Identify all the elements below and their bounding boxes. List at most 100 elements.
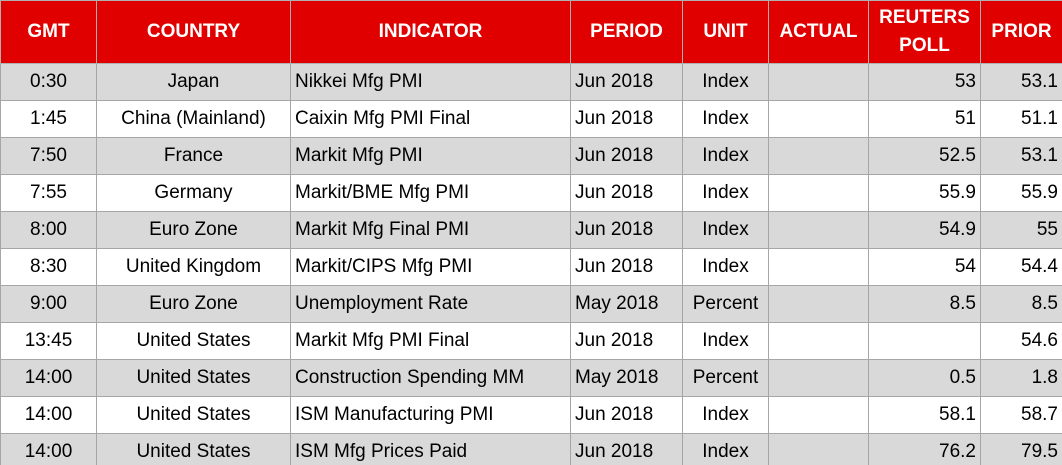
indicator-cell: ISM Manufacturing PMI	[290, 396, 571, 434]
table-row: 1:45 China (Mainland) Caixin Mfg PMI Final…	[0, 100, 1062, 138]
unit-cell: Index	[682, 174, 769, 212]
indicator-cell: Caixin Mfg PMI Final	[290, 100, 571, 138]
gmt-cell: 14:00	[0, 359, 97, 397]
period-cell: May 2018	[570, 285, 683, 323]
period-cell: Jun 2018	[570, 174, 683, 212]
poll-cell: 0.5	[868, 359, 981, 397]
country-cell: Euro Zone	[96, 211, 291, 249]
poll-cell: 55.9	[868, 174, 981, 212]
period-cell: Jun 2018	[570, 248, 683, 286]
unit-cell: Index	[682, 137, 769, 175]
table-row: 8:00 Euro Zone Markit Mfg Final PMI Jun 201…	[0, 211, 1062, 249]
period-cell: May 2018	[570, 359, 683, 397]
unit-cell: Index	[682, 211, 769, 249]
period-cell: Jun 2018	[570, 433, 683, 465]
column-header: UNIT	[682, 0, 769, 64]
actual-cell	[768, 433, 869, 465]
table-row: 7:50 France Markit Mfg PMI Jun 2018 Index 52.…	[0, 137, 1062, 175]
table-row: 8:30 United Kingdom Markit/CIPS Mfg PMI Jun…	[0, 248, 1062, 286]
actual-cell	[768, 396, 869, 434]
indicator-cell: Markit/CIPS Mfg PMI	[290, 248, 571, 286]
gmt-cell: 1:45	[0, 100, 97, 138]
actual-cell	[768, 63, 869, 101]
table-row: 0:30 Japan Nikkei Mfg PMI Jun 2018 Index 53 53…	[0, 63, 1062, 101]
unit-cell: Index	[682, 396, 769, 434]
country-cell: Euro Zone	[96, 285, 291, 323]
column-header: REUTERS POLL	[868, 0, 981, 64]
table-row: 14:00 United States ISM Manufacturing PMI J…	[0, 396, 1062, 434]
country-cell: United States	[96, 322, 291, 360]
prior-cell: 1.8	[980, 359, 1062, 397]
unit-cell: Index	[682, 100, 769, 138]
poll-cell: 54.9	[868, 211, 981, 249]
poll-cell: 58.1	[868, 396, 981, 434]
indicator-cell: Markit/BME Mfg PMI	[290, 174, 571, 212]
country-cell: Japan	[96, 63, 291, 101]
actual-cell	[768, 285, 869, 323]
prior-cell: 8.5	[980, 285, 1062, 323]
period-cell: Jun 2018	[570, 211, 683, 249]
gmt-cell: 14:00	[0, 433, 97, 465]
indicator-cell: Markit Mfg Final PMI	[290, 211, 571, 249]
actual-cell	[768, 100, 869, 138]
indicator-cell: ISM Mfg Prices Paid	[290, 433, 571, 465]
country-cell: United Kingdom	[96, 248, 291, 286]
unit-cell: Percent	[682, 359, 769, 397]
gmt-cell: 13:45	[0, 322, 97, 360]
table-row: 9:00 Euro Zone Unemployment Rate May 2018 Pe…	[0, 285, 1062, 323]
prior-cell: 51.1	[980, 100, 1062, 138]
poll-cell: 54	[868, 248, 981, 286]
gmt-cell: 0:30	[0, 63, 97, 101]
table-row: 7:55 Germany Markit/BME Mfg PMI Jun 2018 Ind…	[0, 174, 1062, 212]
poll-cell	[868, 322, 981, 360]
gmt-cell: 9:00	[0, 285, 97, 323]
prior-cell: 53.1	[980, 137, 1062, 175]
period-cell: Jun 2018	[570, 137, 683, 175]
header-row: GMT COUNTRY INDICATOR PERIOD UNIT ACTUAL REUTE…	[0, 0, 1062, 64]
table-row: 13:45 United States Markit Mfg PMI Final Ju…	[0, 322, 1062, 360]
country-cell: Germany	[96, 174, 291, 212]
prior-cell: 58.7	[980, 396, 1062, 434]
gmt-cell: 7:50	[0, 137, 97, 175]
actual-cell	[768, 248, 869, 286]
column-header: PRIOR	[980, 0, 1062, 64]
actual-cell	[768, 359, 869, 397]
country-cell: United States	[96, 396, 291, 434]
gmt-cell: 7:55	[0, 174, 97, 212]
poll-cell: 53	[868, 63, 981, 101]
period-cell: Jun 2018	[570, 100, 683, 138]
prior-cell: 54.4	[980, 248, 1062, 286]
indicator-cell: Construction Spending MM	[290, 359, 571, 397]
table-row: 14:00 United States Construction Spending …	[0, 359, 1062, 397]
actual-cell	[768, 137, 869, 175]
gmt-cell: 14:00	[0, 396, 97, 434]
column-header: GMT	[0, 0, 97, 64]
indicator-cell: Nikkei Mfg PMI	[290, 63, 571, 101]
actual-cell	[768, 322, 869, 360]
prior-cell: 53.1	[980, 63, 1062, 101]
poll-cell: 8.5	[868, 285, 981, 323]
gmt-cell: 8:30	[0, 248, 97, 286]
table-row: 14:00 United States ISM Mfg Prices Paid Jun…	[0, 433, 1062, 465]
period-cell: Jun 2018	[570, 63, 683, 101]
unit-cell: Index	[682, 433, 769, 465]
actual-cell	[768, 174, 869, 212]
country-cell: United States	[96, 359, 291, 397]
column-header: PERIOD	[570, 0, 683, 64]
country-cell: China (Mainland)	[96, 100, 291, 138]
column-header: ACTUAL	[768, 0, 869, 64]
country-cell: France	[96, 137, 291, 175]
indicator-cell: Markit Mfg PMI	[290, 137, 571, 175]
column-header: INDICATOR	[290, 0, 571, 64]
unit-cell: Index	[682, 248, 769, 286]
poll-cell: 76.2	[868, 433, 981, 465]
prior-cell: 79.5	[980, 433, 1062, 465]
poll-cell: 51	[868, 100, 981, 138]
indicator-cell: Unemployment Rate	[290, 285, 571, 323]
prior-cell: 54.6	[980, 322, 1062, 360]
poll-cell: 52.5	[868, 137, 981, 175]
period-cell: Jun 2018	[570, 322, 683, 360]
unit-cell: Index	[682, 63, 769, 101]
